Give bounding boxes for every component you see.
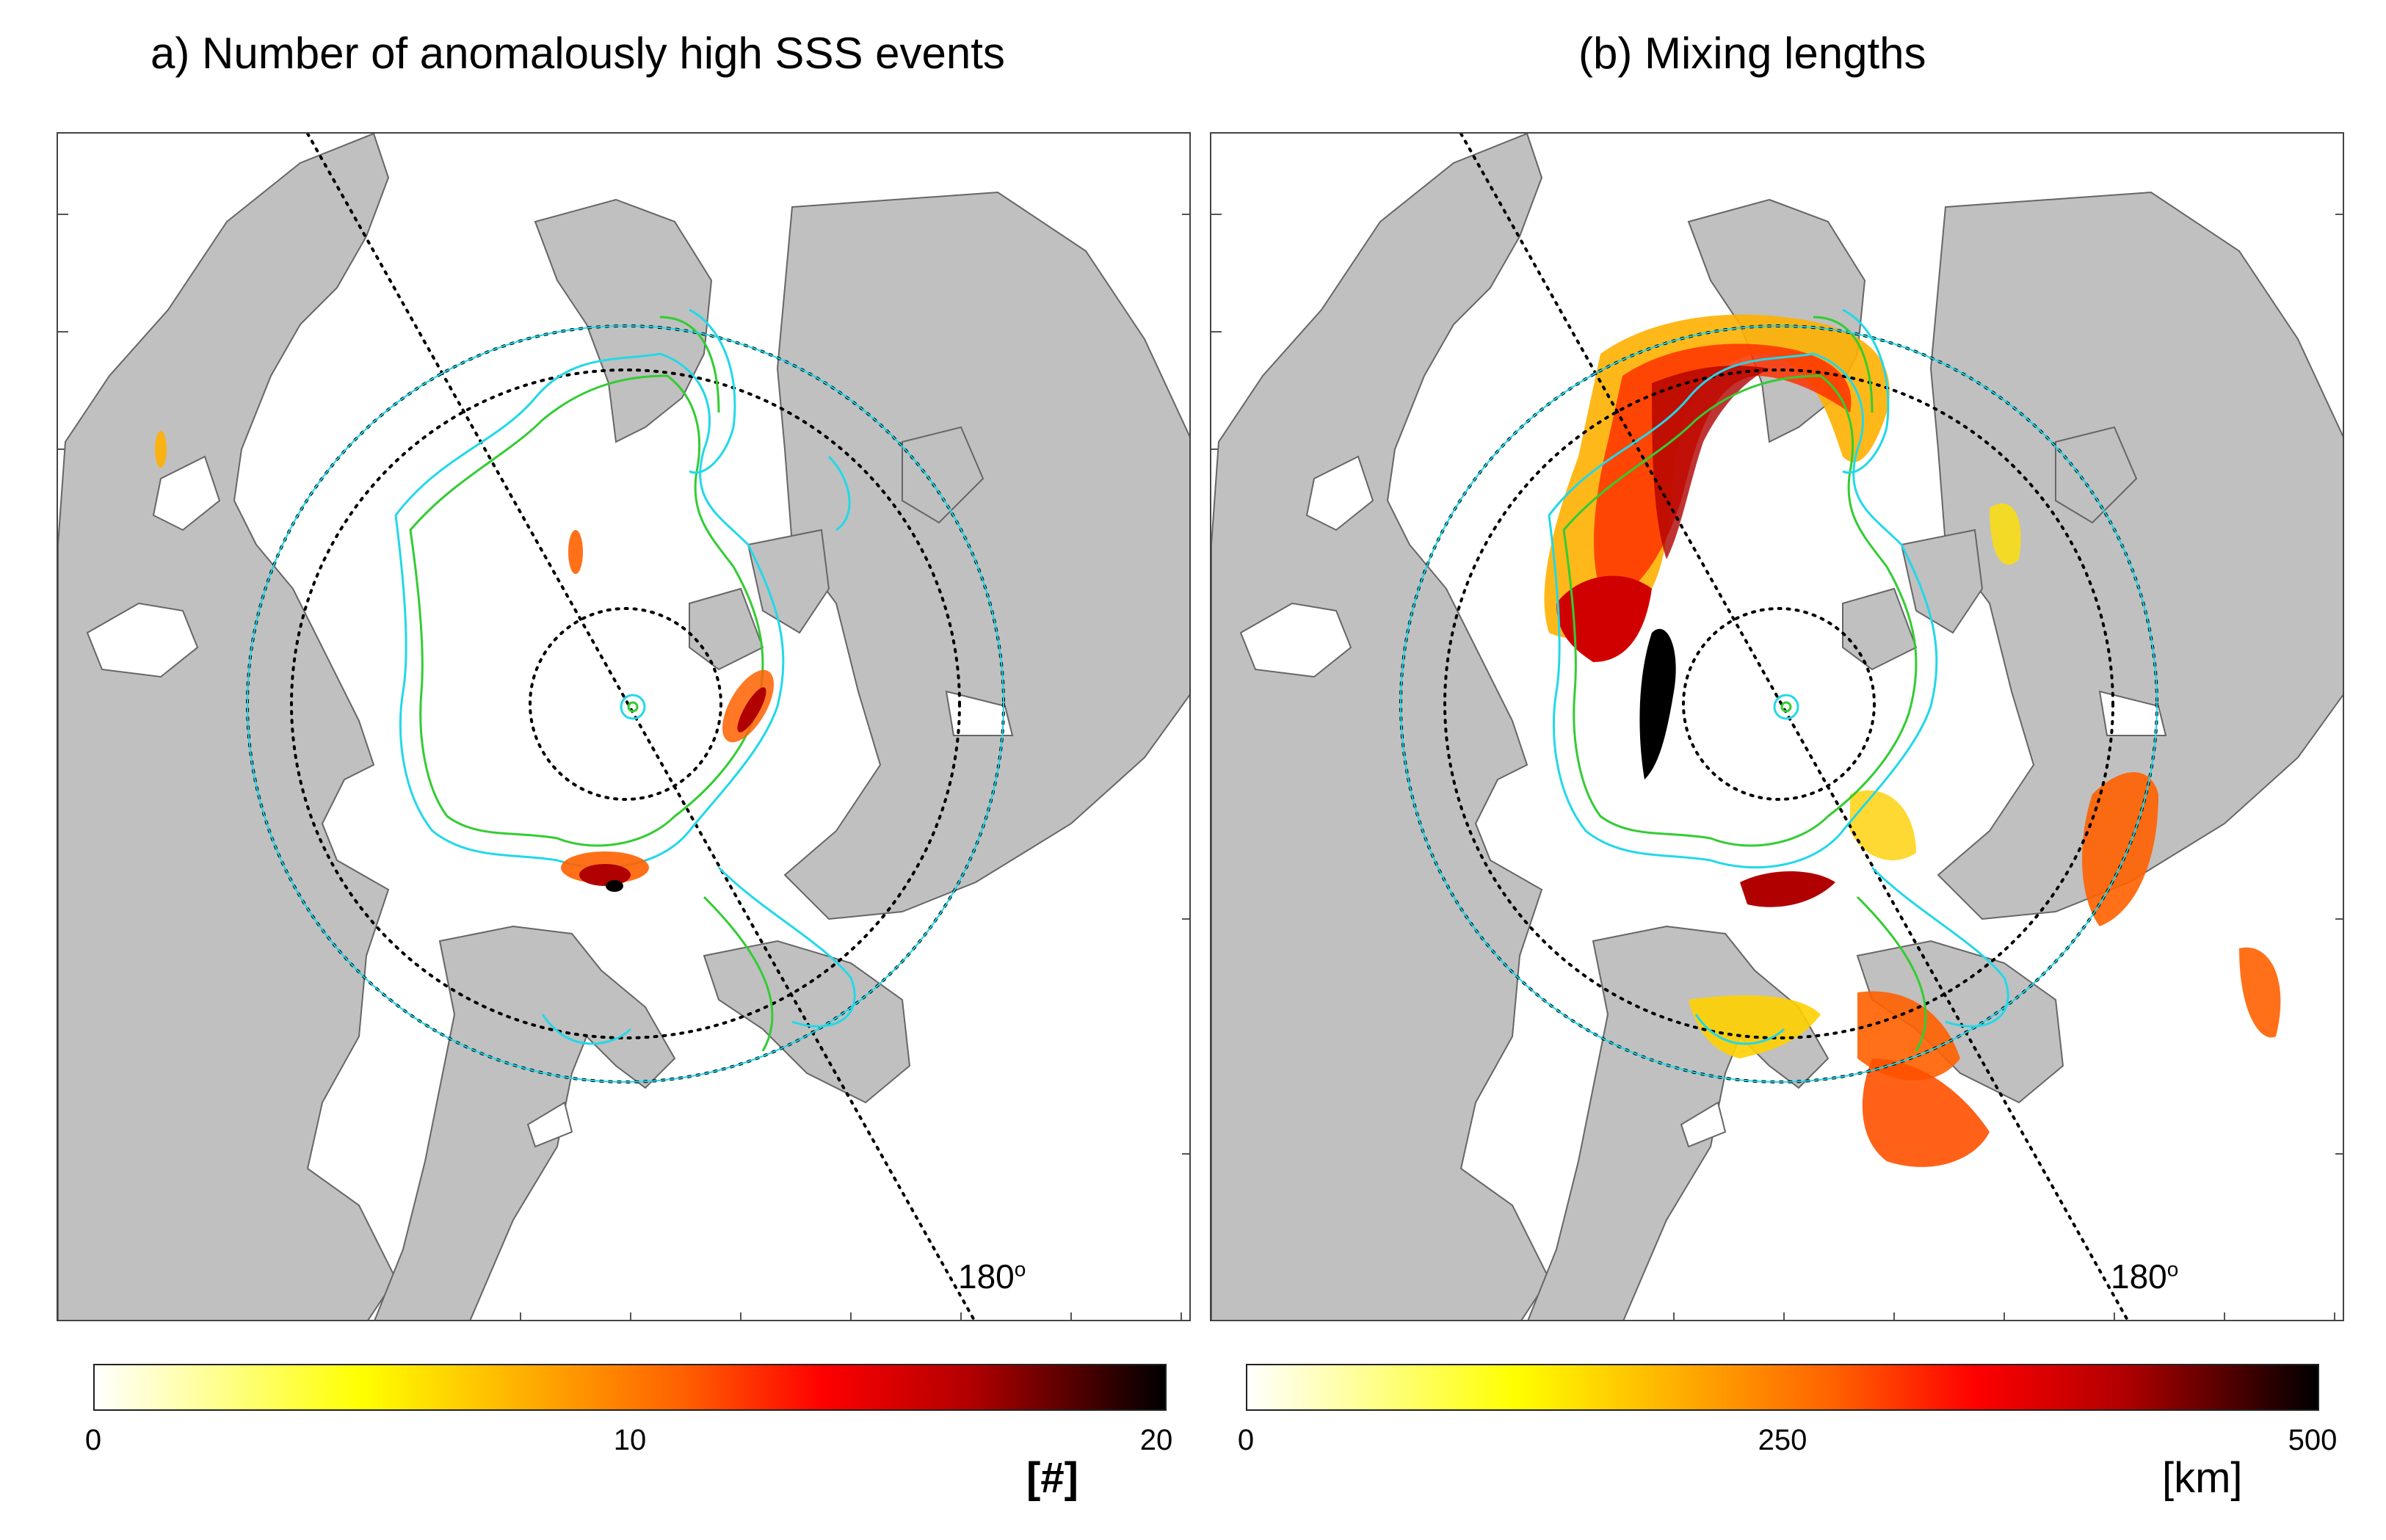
- meridian-label-180-a: 180o: [958, 1257, 1026, 1296]
- colorbar-a-tick-20: 20: [1139, 1424, 1173, 1456]
- meridian-value: 180: [2111, 1257, 2167, 1296]
- colorbar-a-tick-10: 10: [613, 1424, 647, 1456]
- colorbar-b-tick-250: 250: [1758, 1424, 1807, 1456]
- isobath-contours: [1548, 308, 2009, 1052]
- panel-b-map-svg: [1211, 134, 2343, 1320]
- meridian-degree: o: [2166, 1257, 2179, 1281]
- colorbar-b-unit: [km]: [2162, 1454, 2243, 1502]
- panel-b-map: [1210, 132, 2344, 1321]
- colorbar-a-tick-0: 0: [84, 1424, 102, 1456]
- panel-a-map: [57, 132, 1191, 1321]
- meridian-value: 180: [958, 1257, 1015, 1296]
- land-masses: [58, 134, 1189, 1320]
- inland-water: [86, 455, 1014, 1148]
- meridian-degree: o: [1014, 1257, 1026, 1281]
- panel-a-map-svg: [58, 134, 1189, 1320]
- colorbar-b: [1246, 1364, 2319, 1411]
- mixing-length-field: [1544, 314, 2281, 1167]
- colorbar-b-tick-500: 500: [2288, 1424, 2338, 1456]
- meridian-label-180-b: 180o: [2111, 1257, 2178, 1296]
- colorbar-a-unit: [#]: [1026, 1454, 1078, 1502]
- colorbar-b-tick-0: 0: [1237, 1424, 1255, 1456]
- land-masses: [1211, 134, 2343, 1320]
- sss-event-hotspots: [155, 431, 774, 892]
- panel-a-title: a) Number of anomalously high SSS events: [151, 29, 1005, 78]
- panel-b-title: (b) Mixing lengths: [1578, 29, 1926, 78]
- inland-water: [1239, 455, 2167, 1148]
- domain-boundary: [247, 325, 1004, 1083]
- colorbar-a: [93, 1364, 1167, 1411]
- colorbar-gradient: [1247, 1365, 2318, 1409]
- colorbar-gradient: [95, 1365, 1165, 1409]
- domain-boundary: [1400, 325, 2158, 1083]
